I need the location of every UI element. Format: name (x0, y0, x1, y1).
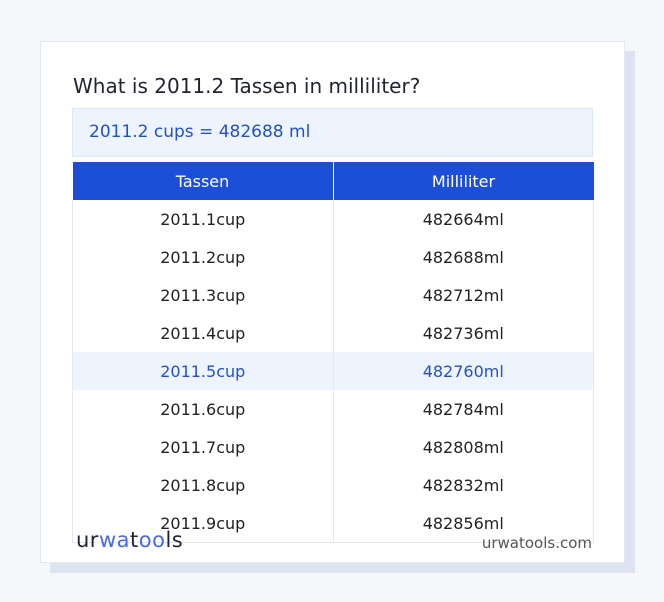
table-row: 2011.7cup 482808ml (72, 428, 594, 466)
milliliter-cell: 482712ml (332, 276, 594, 314)
milliliter-cell: 482832ml (332, 466, 594, 504)
page-title: What is 2011.2 Tassen in milliliter? (73, 74, 421, 98)
urwatools-logo: urwatools (76, 528, 184, 552)
conversion-table: Tassen Milliliter 2011.1cup 482664ml 2011.… (72, 162, 594, 543)
table-row: 2011.6cup 482784ml (72, 390, 594, 428)
milliliter-cell: 482688ml (332, 238, 594, 276)
table-row: 2011.8cup 482832ml (72, 466, 594, 504)
milliliter-cell: 482856ml (332, 504, 594, 543)
milliliter-cell: 482784ml (332, 390, 594, 428)
tassen-cell: 2011.8cup (72, 466, 334, 504)
result-box: 2011.2 cups = 482688 ml (72, 108, 593, 157)
table-row: 2011.4cup 482736ml (72, 314, 594, 352)
site-name: urwatools.com (481, 534, 592, 552)
converter-card: What is 2011.2 Tassen in milliliter? 201… (40, 41, 625, 563)
tassen-cell: 2011.9cup (72, 504, 334, 543)
tassen-cell: 2011.1cup (72, 200, 334, 238)
milliliter-cell: 482664ml (332, 200, 594, 238)
tassen-cell: 2011.4cup (72, 314, 334, 352)
table-row: 2011.2cup 482688ml (72, 238, 594, 276)
column-header-tassen: Tassen (72, 162, 333, 200)
milliliter-cell: 482736ml (332, 314, 594, 352)
table-row: 2011.3cup 482712ml (72, 276, 594, 314)
tassen-cell: 2011.5cup (72, 352, 334, 390)
milliliter-cell: 482808ml (332, 428, 594, 466)
table-row: 2011.9cup 482856ml (72, 504, 594, 543)
table-row: 2011.5cup 482760ml (72, 352, 594, 390)
column-header-milliliter: Milliliter (332, 162, 594, 200)
milliliter-cell: 482760ml (332, 352, 594, 390)
tassen-cell: 2011.6cup (72, 390, 334, 428)
tassen-cell: 2011.7cup (72, 428, 334, 466)
tassen-cell: 2011.2cup (72, 238, 334, 276)
table-row: 2011.1cup 482664ml (72, 200, 594, 238)
tassen-cell: 2011.3cup (72, 276, 334, 314)
